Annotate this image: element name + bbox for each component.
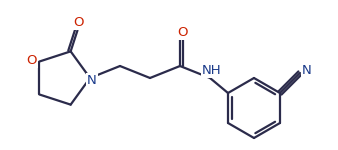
Text: O: O [73, 16, 84, 29]
Text: O: O [26, 54, 37, 67]
Text: N: N [302, 63, 312, 76]
Text: NH: NH [202, 63, 222, 76]
Text: O: O [177, 26, 187, 39]
Text: N: N [87, 75, 97, 87]
